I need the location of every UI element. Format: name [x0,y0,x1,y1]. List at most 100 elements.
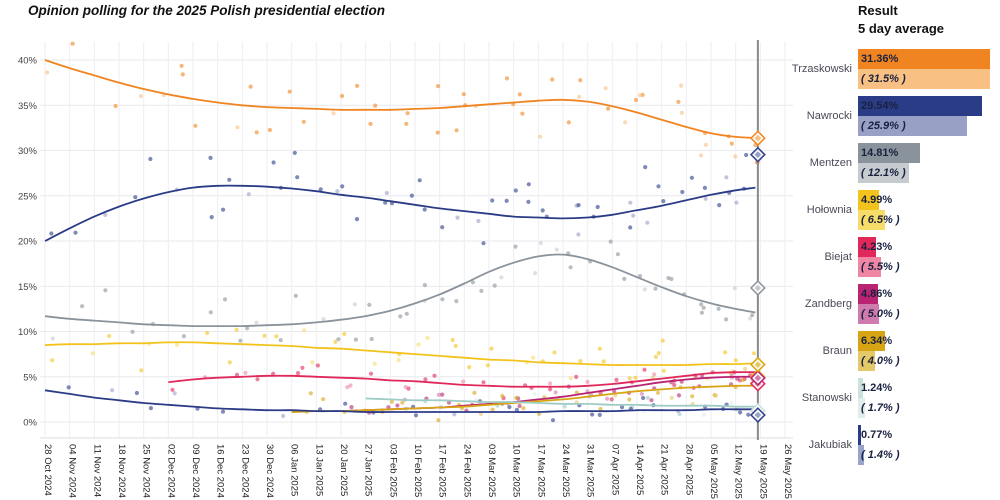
poll-point-braun [598,406,603,412]
x-tick-label: 25 Nov 2024 [141,444,152,498]
poll-point-hołownia [50,358,55,363]
x-tick-label: 10 Feb 2025 [412,444,423,497]
avg-bar [858,116,967,136]
poll-point-nawrocki [103,212,108,217]
poll-point-mentzen [492,283,497,288]
x-tick-label: 27 Jan 2025 [363,444,374,496]
poll-point-zandberg [386,405,391,410]
candidate-name: Jakubiak [808,439,852,451]
x-tick-label: 03 Feb 2025 [387,444,398,497]
poll-point-mentzen [653,286,658,291]
poll-point-biejat [652,372,657,377]
poll-point-braun [714,393,719,398]
poll-point-nawrocki [724,175,729,180]
poll-point-mentzen [80,304,85,309]
poll-point-trzaskowski [578,78,583,83]
legend-row-hołownia: Hołownia 4.99% ( 6.5% ) [790,190,1000,230]
poll-point-zandberg [395,403,400,408]
poll-point-hołownia [601,359,606,364]
poll-point-trzaskowski [267,127,272,133]
poll-point-nawrocki [481,241,486,246]
poll-point-braun [308,391,313,396]
result-value: 31.36% [861,53,899,65]
result-bar [858,378,864,398]
poll-point-braun [690,394,695,399]
poll-point-nawrocki [209,215,214,220]
x-tick-label: 12 May 2025 [733,444,744,499]
poll-point-nawrocki [628,225,633,230]
result-diamond-ring-trzaskowski [752,132,764,144]
poll-point-mentzen [404,311,409,316]
poll-point-jakubiak [590,412,595,417]
x-tick-label: 07 Apr 2025 [609,444,620,495]
poll-point-nawrocki [335,189,340,194]
poll-point-nawrocki [661,199,666,204]
poll-point-nawrocki [513,188,518,193]
poll-point-zandberg [440,392,445,397]
poll-point-nawrocki [318,187,323,192]
poll-point-hołownia [489,346,494,351]
poll-point-trzaskowski [180,72,185,77]
trend-line-mentzen [44,253,756,328]
poll-point-nawrocki [595,204,600,210]
x-tick-label: 23 Dec 2024 [239,444,250,498]
poll-point-jakubiak [220,409,226,414]
poll-point-nawrocki [490,198,495,203]
poll-point-hołownia [733,358,738,363]
poll-point-trzaskowski [623,120,628,125]
poll-point-trzaskowski [301,119,306,124]
poll-point-braun [400,400,405,405]
polling-chart: 0% 5% 10% 15% 20% 25% 30% 35% 40% 28 Oct 2024 04 N… [18,40,793,499]
poll-point-mentzen [533,271,538,276]
legend-row-zandberg: Zandberg 4.86% ( 5.0% ) [790,284,1000,324]
poll-point-trzaskowski [340,93,345,99]
poll-point-mentzen [50,336,55,341]
trend-line-stanowski [365,397,756,408]
poll-point-hołownia [227,360,232,365]
candidate-name: Hołownia [806,204,852,216]
poll-point-hołownia [310,360,315,365]
poll-point-stanowski [562,404,567,409]
legend-header: Result 5 day average [858,2,944,38]
poll-point-hołownia [467,365,472,370]
poll-point-biejat [609,397,614,402]
poll-point-nawrocki [227,177,232,182]
poll-point-trzaskowski [179,63,184,68]
avg-value: ( 5.5% ) [861,261,900,273]
poll-point-hołownia [274,334,279,339]
poll-point-mentzen [724,317,729,322]
poll-point-mentzen [701,305,706,310]
poll-point-hołownia [302,328,307,333]
result-panel: Result 5 day average Trzaskowski 31.36% ( … [790,0,1000,500]
poll-point-mentzen [293,293,298,298]
poll-point-hołownia [453,343,458,348]
result-bar [858,143,921,163]
poll-point-mentzen [554,247,559,252]
avg-value: ( 31.5% ) [861,73,906,85]
poll-point-nawrocki [295,175,300,180]
poll-point-biejat [642,367,647,372]
result-value: 4.23% [861,241,893,253]
x-tick-label: 30 Dec 2024 [264,444,275,498]
poll-point-mentzen [608,239,613,244]
poll-point-jakubiak [641,395,646,401]
poll-point-trzaskowski [70,41,75,46]
poll-point-nawrocki [744,152,749,158]
poll-point-braun [436,418,441,423]
poll-point-nawrocki [383,200,388,205]
poll-point-trzaskowski [405,111,410,116]
poll-point-hołownia [661,368,666,373]
poll-point-biejat [234,372,240,377]
result-diamond-nawrocki [749,146,766,163]
poll-point-trzaskowski [729,141,734,146]
poll-point-biejat [271,371,276,376]
legend-row-stanowski: Stanowski 1.24% ( 1.7% ) [790,378,1000,418]
poll-point-trzaskowski [733,154,738,159]
poll-point-biejat [170,387,175,392]
result-bar [858,49,990,69]
poll-point-mentzen [336,337,341,342]
result-diamond-braun [749,356,766,373]
y-tick-label: 40% [18,56,38,67]
result-value: 6.34% [861,335,893,347]
legend-row-braun: Braun 6.34% ( 4.0% ) [790,331,1000,371]
